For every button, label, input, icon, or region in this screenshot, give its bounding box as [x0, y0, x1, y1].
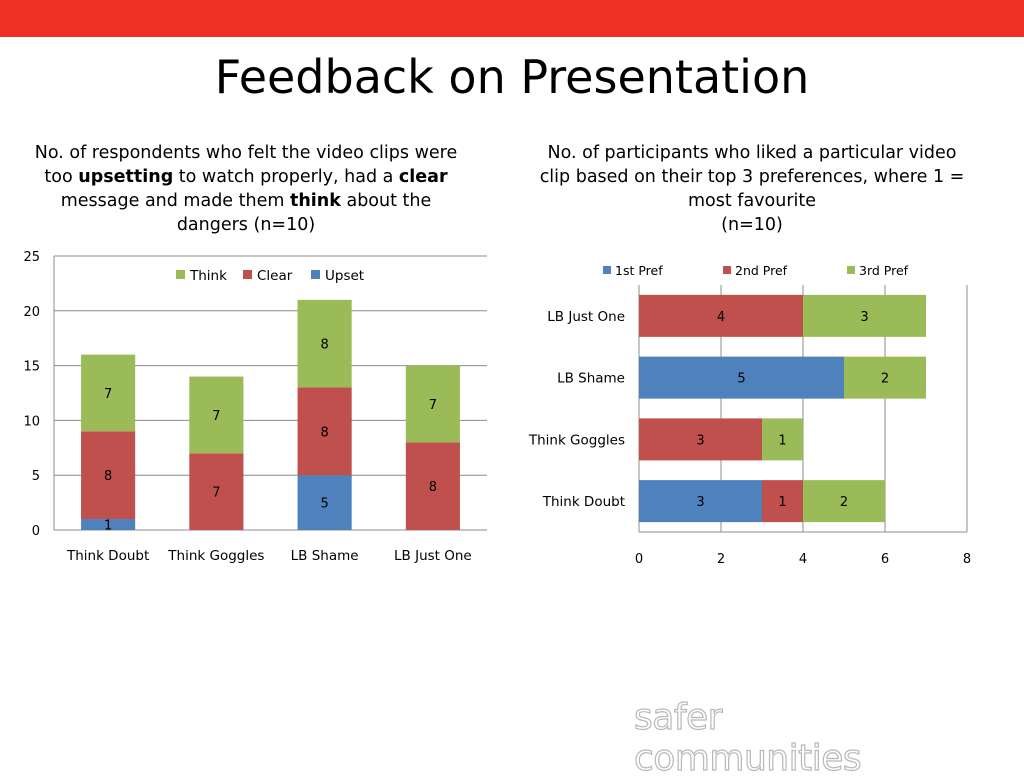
- x-tick-label: LB Just One: [394, 548, 472, 564]
- y-tick-label: Think Doubt: [542, 494, 625, 510]
- y-tick-label: 25: [23, 250, 40, 265]
- left-chart-caption: No. of respondents who felt the video cl…: [28, 141, 464, 237]
- bar-segment-1st-pref: [639, 480, 762, 523]
- x-tick-label: 4: [799, 552, 807, 567]
- caption-bold: clear: [398, 167, 448, 187]
- y-tick-label: Think Goggles: [528, 432, 625, 448]
- caption-text: to watch properly, had a: [173, 167, 399, 187]
- bar-segment-upset: [81, 519, 136, 530]
- data-label: 4: [717, 310, 725, 325]
- data-label: 3: [696, 495, 704, 510]
- bar-segment-3rd-pref: [762, 418, 803, 461]
- y-tick-label: 0: [32, 524, 40, 539]
- legend-label: Clear: [257, 268, 293, 284]
- legend-label: Upset: [325, 268, 364, 284]
- data-label: 5: [320, 497, 328, 512]
- bar-segment-3rd-pref: [803, 480, 885, 523]
- y-tick-label: LB Shame: [557, 371, 625, 387]
- legend-swatch-2nd-pref: [723, 266, 731, 274]
- legend-swatch-clear: [243, 270, 252, 279]
- data-label: 1: [104, 519, 112, 534]
- legend-swatch-think: [176, 270, 185, 279]
- legend-swatch-3rd-pref: [847, 266, 855, 274]
- slide-title: Feedback on Presentation: [214, 50, 810, 104]
- legend-label: 3rd Pref: [859, 263, 909, 278]
- data-label: 2: [840, 495, 848, 510]
- x-tick-label: 8: [963, 552, 971, 567]
- right-chart-caption: No. of participants who liked a particul…: [532, 141, 972, 237]
- y-tick-label: 5: [32, 469, 40, 484]
- data-label: 1: [778, 495, 786, 510]
- legend-label: 2nd Pref: [735, 263, 788, 278]
- bar-segment-clear: [189, 453, 244, 530]
- top-accent-bar: [0, 0, 1024, 37]
- x-tick-label: 2: [717, 552, 725, 567]
- caption-line: (n=10): [721, 215, 783, 235]
- bar-segment-upset: [297, 475, 352, 530]
- data-label: 7: [104, 387, 112, 402]
- data-label: 2: [881, 372, 889, 387]
- caption-line: No. of participants who liked a particul…: [539, 143, 965, 211]
- data-label: 8: [320, 425, 328, 440]
- bar-segment-think: [189, 376, 244, 454]
- caption-bold: think: [289, 191, 341, 211]
- y-tick-label: 10: [23, 414, 40, 429]
- x-tick-label: 0: [635, 552, 643, 567]
- x-tick-label: Think Goggles: [167, 548, 264, 564]
- bar-segment-2nd-pref: [639, 418, 762, 461]
- data-label: 7: [429, 398, 437, 413]
- data-label: 5: [737, 372, 745, 387]
- bar-segment-3rd-pref: [844, 356, 926, 399]
- bar-segment-clear: [81, 431, 136, 520]
- safer-communities-logo: safer communities: [633, 696, 862, 779]
- caption-text: No. of respondents who felt the video cl…: [34, 143, 458, 187]
- data-label: 8: [429, 480, 437, 495]
- y-tick-label: 20: [23, 305, 40, 320]
- legend-swatch-1st-pref: [603, 266, 611, 274]
- bar-segment-clear: [297, 387, 352, 476]
- x-tick-label: LB Shame: [291, 548, 359, 564]
- y-tick-label: LB Just One: [547, 309, 625, 325]
- data-label: 7: [212, 486, 220, 501]
- legend-label: 1st Pref: [615, 263, 663, 278]
- bar-segment-think: [81, 354, 136, 432]
- data-label: 1: [778, 433, 786, 448]
- bar-segment-3rd-pref: [803, 294, 926, 337]
- bar-segment-think: [405, 365, 460, 443]
- caption-text: about the dangers (n=10): [176, 191, 432, 235]
- legend-swatch-upset: [311, 270, 320, 279]
- bar-segment-think: [297, 299, 352, 388]
- x-tick-label: Think Doubt: [66, 548, 149, 564]
- bar-segment-1st-pref: [639, 356, 844, 399]
- data-label: 7: [212, 409, 220, 424]
- caption-text: message and made them: [60, 191, 290, 211]
- y-tick-label: 15: [23, 360, 40, 375]
- x-tick-label: 6: [881, 552, 889, 567]
- caption-bold: upsetting: [78, 167, 174, 187]
- bar-segment-2nd-pref: [639, 294, 803, 337]
- data-label: 3: [860, 310, 868, 325]
- legend-label: Think: [189, 268, 227, 284]
- data-label: 8: [320, 338, 328, 353]
- bar-segment-2nd-pref: [762, 480, 803, 523]
- bar-segment-clear: [405, 442, 460, 530]
- data-label: 8: [104, 469, 112, 484]
- data-label: 3: [696, 433, 704, 448]
